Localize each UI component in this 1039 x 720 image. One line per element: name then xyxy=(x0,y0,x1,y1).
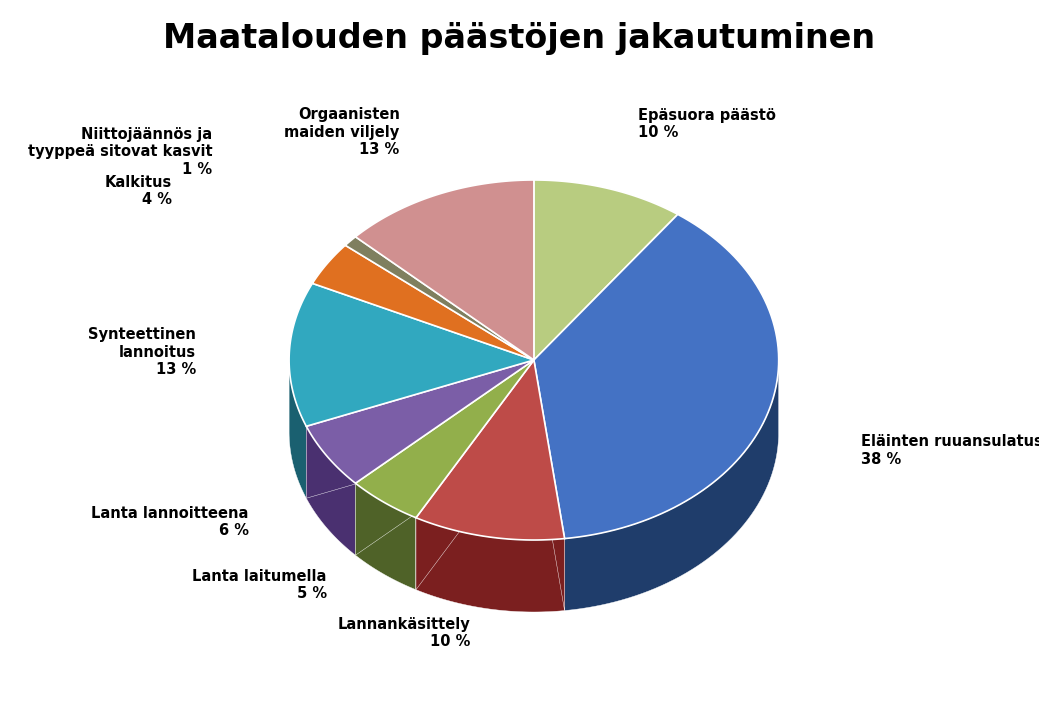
Polygon shape xyxy=(534,215,778,539)
Text: Orgaanisten
maiden viljely
13 %: Orgaanisten maiden viljely 13 % xyxy=(285,107,400,157)
Polygon shape xyxy=(289,361,307,498)
Polygon shape xyxy=(355,360,534,555)
Polygon shape xyxy=(355,483,416,590)
Text: Epäsuora päästö
10 %: Epäsuora päästö 10 % xyxy=(638,107,776,140)
Polygon shape xyxy=(313,246,534,360)
Polygon shape xyxy=(345,237,534,360)
Text: Synteettinen
lannoitus
13 %: Synteettinen lannoitus 13 % xyxy=(88,328,196,377)
Polygon shape xyxy=(355,360,534,555)
Polygon shape xyxy=(307,360,534,483)
Polygon shape xyxy=(564,364,778,611)
Polygon shape xyxy=(307,360,534,498)
Polygon shape xyxy=(289,284,534,426)
Polygon shape xyxy=(534,180,677,360)
Text: Lannankäsittely
10 %: Lannankäsittely 10 % xyxy=(338,616,471,649)
Polygon shape xyxy=(416,360,534,590)
Text: Maatalouden päästöjen jakautuminen: Maatalouden päästöjen jakautuminen xyxy=(163,22,876,55)
Polygon shape xyxy=(355,180,534,360)
Polygon shape xyxy=(416,360,534,590)
Polygon shape xyxy=(355,360,534,518)
Text: Lanta laitumella
5 %: Lanta laitumella 5 % xyxy=(192,569,327,601)
Polygon shape xyxy=(416,360,564,540)
Text: Niittojäännös ja
tyyppeä sitovat kasvit
1 %: Niittojäännös ja tyyppeä sitovat kasvit … xyxy=(28,127,213,176)
Polygon shape xyxy=(307,360,534,498)
Text: Kalkitus
4 %: Kalkitus 4 % xyxy=(105,175,172,207)
Polygon shape xyxy=(534,360,564,611)
Polygon shape xyxy=(307,426,355,555)
Text: Eläinten ruuansulatus
38 %: Eläinten ruuansulatus 38 % xyxy=(861,434,1039,467)
Text: Lanta lannoitteena
6 %: Lanta lannoitteena 6 % xyxy=(91,505,248,538)
Polygon shape xyxy=(416,518,564,612)
Polygon shape xyxy=(534,360,564,611)
